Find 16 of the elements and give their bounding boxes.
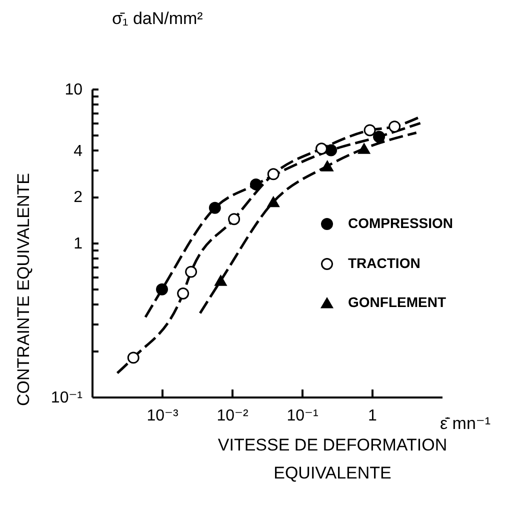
- legend-label: COMPRESSION: [348, 215, 454, 231]
- legend-label: TRACTION: [348, 255, 420, 271]
- text: σ̄₁ daN/mm²: [112, 9, 204, 28]
- x-tick-label: 10⁻²: [216, 408, 249, 424]
- y-tick-label: 10⁻¹: [50, 390, 82, 406]
- y-tick-label: 2: [74, 189, 83, 206]
- x-tick-label: 1: [368, 408, 378, 424]
- y-tick-label: 1: [74, 236, 83, 252]
- x-axis-title: VITESSE DE DEFORMATION EQUIVALENTE: [218, 436, 448, 482]
- y-tick-label: 4: [74, 142, 83, 160]
- legend-label: GONFLEMENT: [348, 294, 446, 310]
- y-axis-title: CONTRAINTE EQUIVALENTE: [14, 173, 33, 406]
- y-tick-label: 10: [64, 82, 83, 98]
- x-tick-label: 10⁻³: [146, 408, 179, 424]
- x-tick-label: 10⁻¹: [286, 408, 318, 424]
- text: ε̄̇ mn⁻¹: [440, 414, 491, 433]
